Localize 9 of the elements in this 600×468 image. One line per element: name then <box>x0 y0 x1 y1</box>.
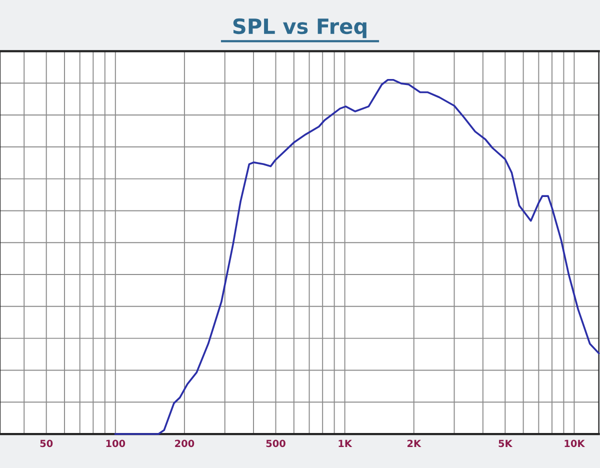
x-tick-label: 500 <box>266 440 286 448</box>
x-tick-label: 5K <box>498 440 513 448</box>
x-tick-label: 10K <box>564 440 586 448</box>
x-tick-label: 2K <box>407 440 422 447</box>
x-tick-label: 100 <box>106 440 126 448</box>
x-tick-label: 1K <box>338 440 352 447</box>
chart-title: SPL vs Freq <box>233 18 366 38</box>
x-tick-label: 50 <box>40 440 53 448</box>
x-tick-label: 200 <box>175 440 194 448</box>
